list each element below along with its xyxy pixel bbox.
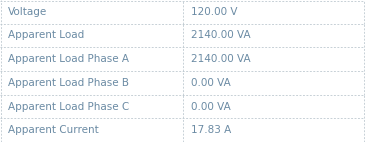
Text: 2140.00 VA: 2140.00 VA xyxy=(191,31,251,40)
Text: Apparent Current: Apparent Current xyxy=(8,125,99,135)
Text: Apparent Load Phase A: Apparent Load Phase A xyxy=(8,54,129,64)
Text: Voltage: Voltage xyxy=(8,7,47,17)
Text: 120.00 V: 120.00 V xyxy=(191,7,238,17)
Text: Apparent Load Phase C: Apparent Load Phase C xyxy=(8,102,129,111)
Text: 2140.00 VA: 2140.00 VA xyxy=(191,54,251,64)
Text: 0.00 VA: 0.00 VA xyxy=(191,78,231,88)
Text: Apparent Load: Apparent Load xyxy=(8,31,84,40)
Text: Apparent Load Phase B: Apparent Load Phase B xyxy=(8,78,129,88)
Text: 0.00 VA: 0.00 VA xyxy=(191,102,231,111)
Text: 17.83 A: 17.83 A xyxy=(191,125,231,135)
